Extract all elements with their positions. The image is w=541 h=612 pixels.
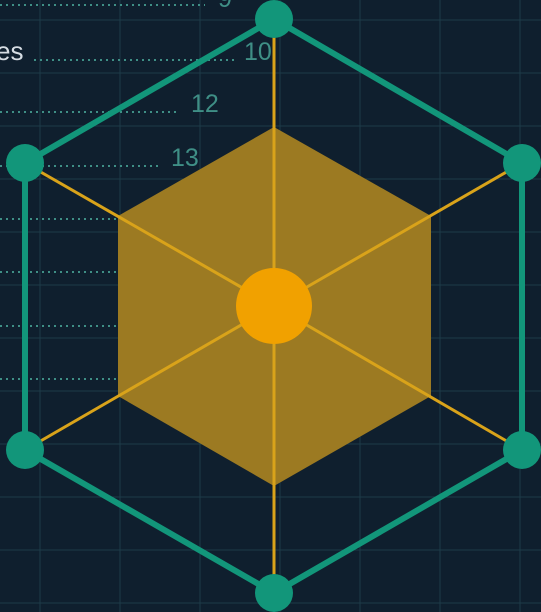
toc-page-number: 13 [171, 144, 199, 172]
vertex-nodes [6, 0, 541, 612]
node-top [255, 0, 293, 38]
spoke-bottom-right [273, 304, 523, 452]
toc-label: es [0, 36, 23, 66]
node-top-left [6, 144, 44, 182]
center-node [236, 268, 312, 344]
node-top-right [503, 144, 541, 182]
spoke-top-right [273, 161, 523, 308]
spokes [24, 19, 523, 593]
toc-entry: 9 [0, 0, 232, 13]
toc-page-number: 9 [218, 0, 232, 13]
toc-page-number: 12 [191, 90, 219, 118]
node-bottom-right [503, 431, 541, 469]
node-bottom-left [6, 431, 44, 469]
spoke-bottom-left [24, 304, 275, 452]
toc-entry: 12 [0, 90, 219, 118]
spoke-top-left [24, 161, 275, 308]
node-bottom [255, 574, 293, 612]
toc-entry: 13 [0, 144, 199, 172]
toc-page-number: 10 [244, 38, 272, 66]
